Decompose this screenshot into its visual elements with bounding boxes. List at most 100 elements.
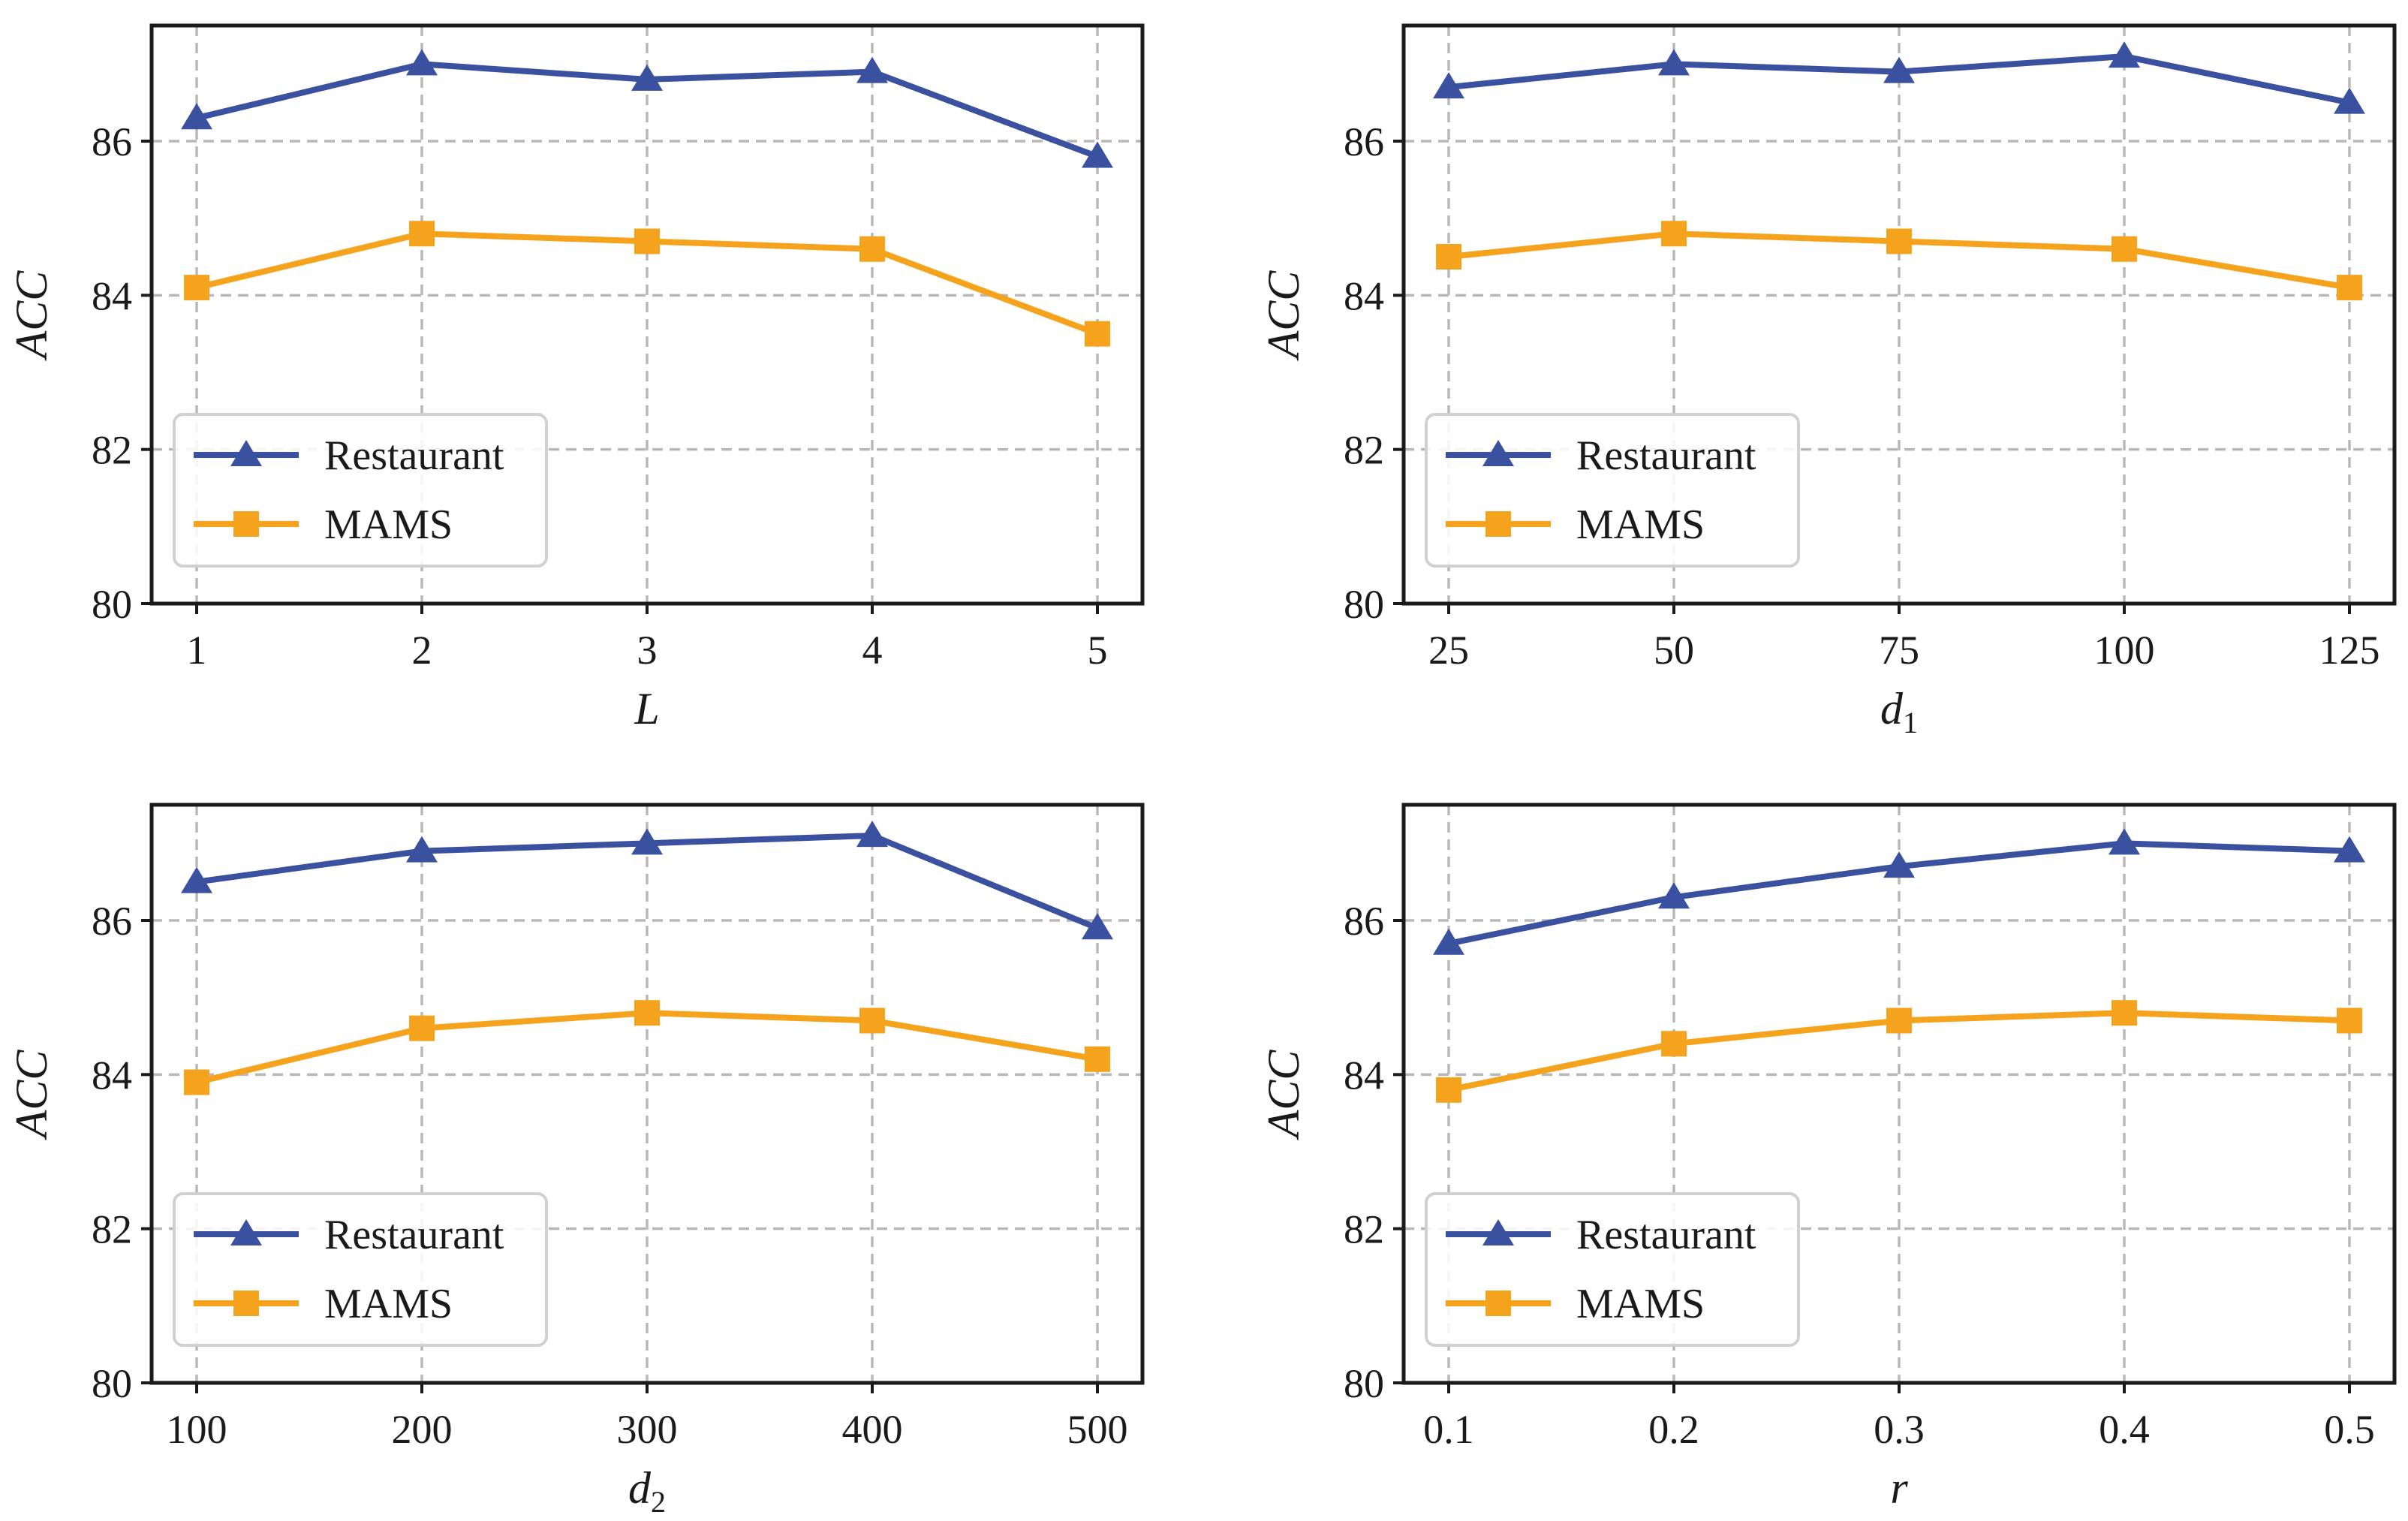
restaurant-point (631, 64, 663, 91)
legend-label: Restaurant (324, 1212, 504, 1258)
mams-point (1085, 321, 1110, 347)
mams-point (859, 1007, 885, 1034)
restaurant-point (2109, 828, 2140, 855)
mams-point (1436, 1077, 1461, 1103)
y-tick-label: 84 (92, 273, 132, 318)
triangle-icon (1482, 1219, 1514, 1245)
y-tick-label: 86 (1344, 899, 1384, 944)
legend-label: MAMS (324, 1281, 453, 1327)
subplot-1: 1 2 3 4 5 80 82 84 86 L ACC Restaurant MAMS (7, 23, 1145, 733)
y-tick-label: 82 (1344, 1207, 1384, 1252)
x-axis-label-text: d (628, 1463, 652, 1513)
y-axis-label: ACC (7, 1050, 56, 1141)
restaurant-point (856, 821, 888, 848)
y-axis-label: ACC (1259, 270, 1308, 362)
x-axis-label: d1 (1880, 684, 1918, 739)
x-tick-label: 0.5 (2324, 1407, 2375, 1452)
restaurant-point (1082, 141, 1113, 168)
subplot-3: 100 200 300 400 500 80 82 84 86 d2 ACC Restaurant MA… (7, 803, 1145, 1519)
restaurant-point (1433, 72, 1464, 99)
x-tick-label: 0.3 (1874, 1407, 1925, 1452)
legend-label: Restaurant (1576, 432, 1756, 479)
mams-point (184, 1069, 209, 1095)
y-tick-label: 80 (92, 582, 132, 627)
restaurant-point (406, 49, 438, 76)
restaurant-point (2109, 41, 2140, 68)
mams-point (2337, 1007, 2362, 1034)
mams-point (1661, 1031, 1687, 1057)
legend: Restaurant MAMS (173, 413, 548, 568)
y-tick-label: 80 (1344, 1361, 1384, 1406)
mams-point (2112, 236, 2137, 262)
x-axis-label: r (1890, 1463, 1908, 1513)
y-axis-label: ACC (1259, 1050, 1308, 1141)
mams-point (409, 1015, 435, 1041)
mams-point (409, 221, 435, 247)
y-tick-label: 80 (1344, 582, 1384, 627)
mams-point (2112, 1000, 2137, 1026)
x-axis-label-subscript: 1 (1903, 706, 1918, 739)
mams-point (859, 236, 885, 262)
restaurant-point (631, 828, 663, 855)
y-tick-label: 84 (1344, 273, 1384, 318)
x-tick-label: 0.4 (2099, 1407, 2150, 1452)
x-tick-label: 300 (617, 1407, 678, 1452)
x-tick-label: 2 (412, 628, 432, 673)
restaurant-point (1883, 56, 1915, 83)
legend: Restaurant MAMS (173, 1192, 548, 1347)
x-tick-label: 4 (862, 628, 883, 673)
legend-label: Restaurant (324, 432, 504, 479)
triangle-icon (1482, 440, 1514, 466)
subplot-4: 0.1 0.2 0.3 0.4 0.5 80 82 84 86 r ACC Restaurant MAM… (1259, 803, 2397, 1513)
y-tick-label: 80 (92, 1361, 132, 1406)
x-axis-label-subscript: 2 (651, 1485, 666, 1519)
x-axis-label-text: r (1890, 1463, 1908, 1513)
x-axis-label: L (634, 684, 659, 733)
restaurant-point (1082, 913, 1113, 940)
legend-label: MAMS (1576, 1281, 1705, 1327)
restaurant-point (1883, 851, 1915, 878)
square-icon (233, 511, 259, 537)
triangle-icon (230, 1219, 262, 1245)
restaurant-point (181, 866, 212, 893)
x-axis-label-text: L (634, 684, 659, 733)
y-tick-label: 82 (1344, 428, 1384, 473)
y-tick-label: 82 (92, 1207, 132, 1252)
x-tick-label: 50 (1654, 628, 1694, 673)
x-tick-label: 1 (187, 628, 207, 673)
mams-point (2337, 275, 2362, 301)
square-icon (1485, 511, 1511, 537)
mams-point (1661, 221, 1687, 247)
legend-label: MAMS (324, 501, 453, 548)
x-tick-label: 25 (1428, 628, 1469, 673)
x-axis-label-text: d (1880, 684, 1904, 733)
mams-point (1085, 1046, 1110, 1072)
restaurant-point (1658, 49, 1690, 76)
y-tick-label: 86 (1344, 119, 1384, 164)
legend-label: Restaurant (1576, 1212, 1756, 1258)
restaurant-point (181, 103, 212, 130)
x-tick-label: 100 (2094, 628, 2155, 673)
restaurant-point (1658, 882, 1690, 909)
y-tick-label: 86 (92, 119, 132, 164)
x-tick-label: 125 (2319, 628, 2380, 673)
y-axis-label: ACC (7, 270, 56, 362)
x-tick-label: 75 (1879, 628, 1919, 673)
legend: Restaurant MAMS (1425, 1192, 1800, 1347)
y-tick-label: 84 (1344, 1053, 1384, 1098)
legend: Restaurant MAMS (1425, 413, 1800, 568)
x-tick-label: 500 (1067, 1407, 1128, 1452)
x-tick-label: 200 (392, 1407, 453, 1452)
mams-point (1886, 1007, 1912, 1034)
x-tick-label: 0.1 (1423, 1407, 1474, 1452)
restaurant-point (2334, 87, 2365, 114)
x-tick-label: 400 (842, 1407, 903, 1452)
square-icon (233, 1291, 259, 1316)
subplot-2: 25 50 75 100 125 80 82 84 86 d1 ACC Restaurant MAMS (1259, 23, 2397, 739)
x-tick-label: 100 (167, 1407, 227, 1452)
y-tick-label: 84 (92, 1053, 132, 1098)
legend-label: MAMS (1576, 501, 1705, 548)
y-tick-label: 82 (92, 428, 132, 473)
triangle-icon (230, 440, 262, 466)
